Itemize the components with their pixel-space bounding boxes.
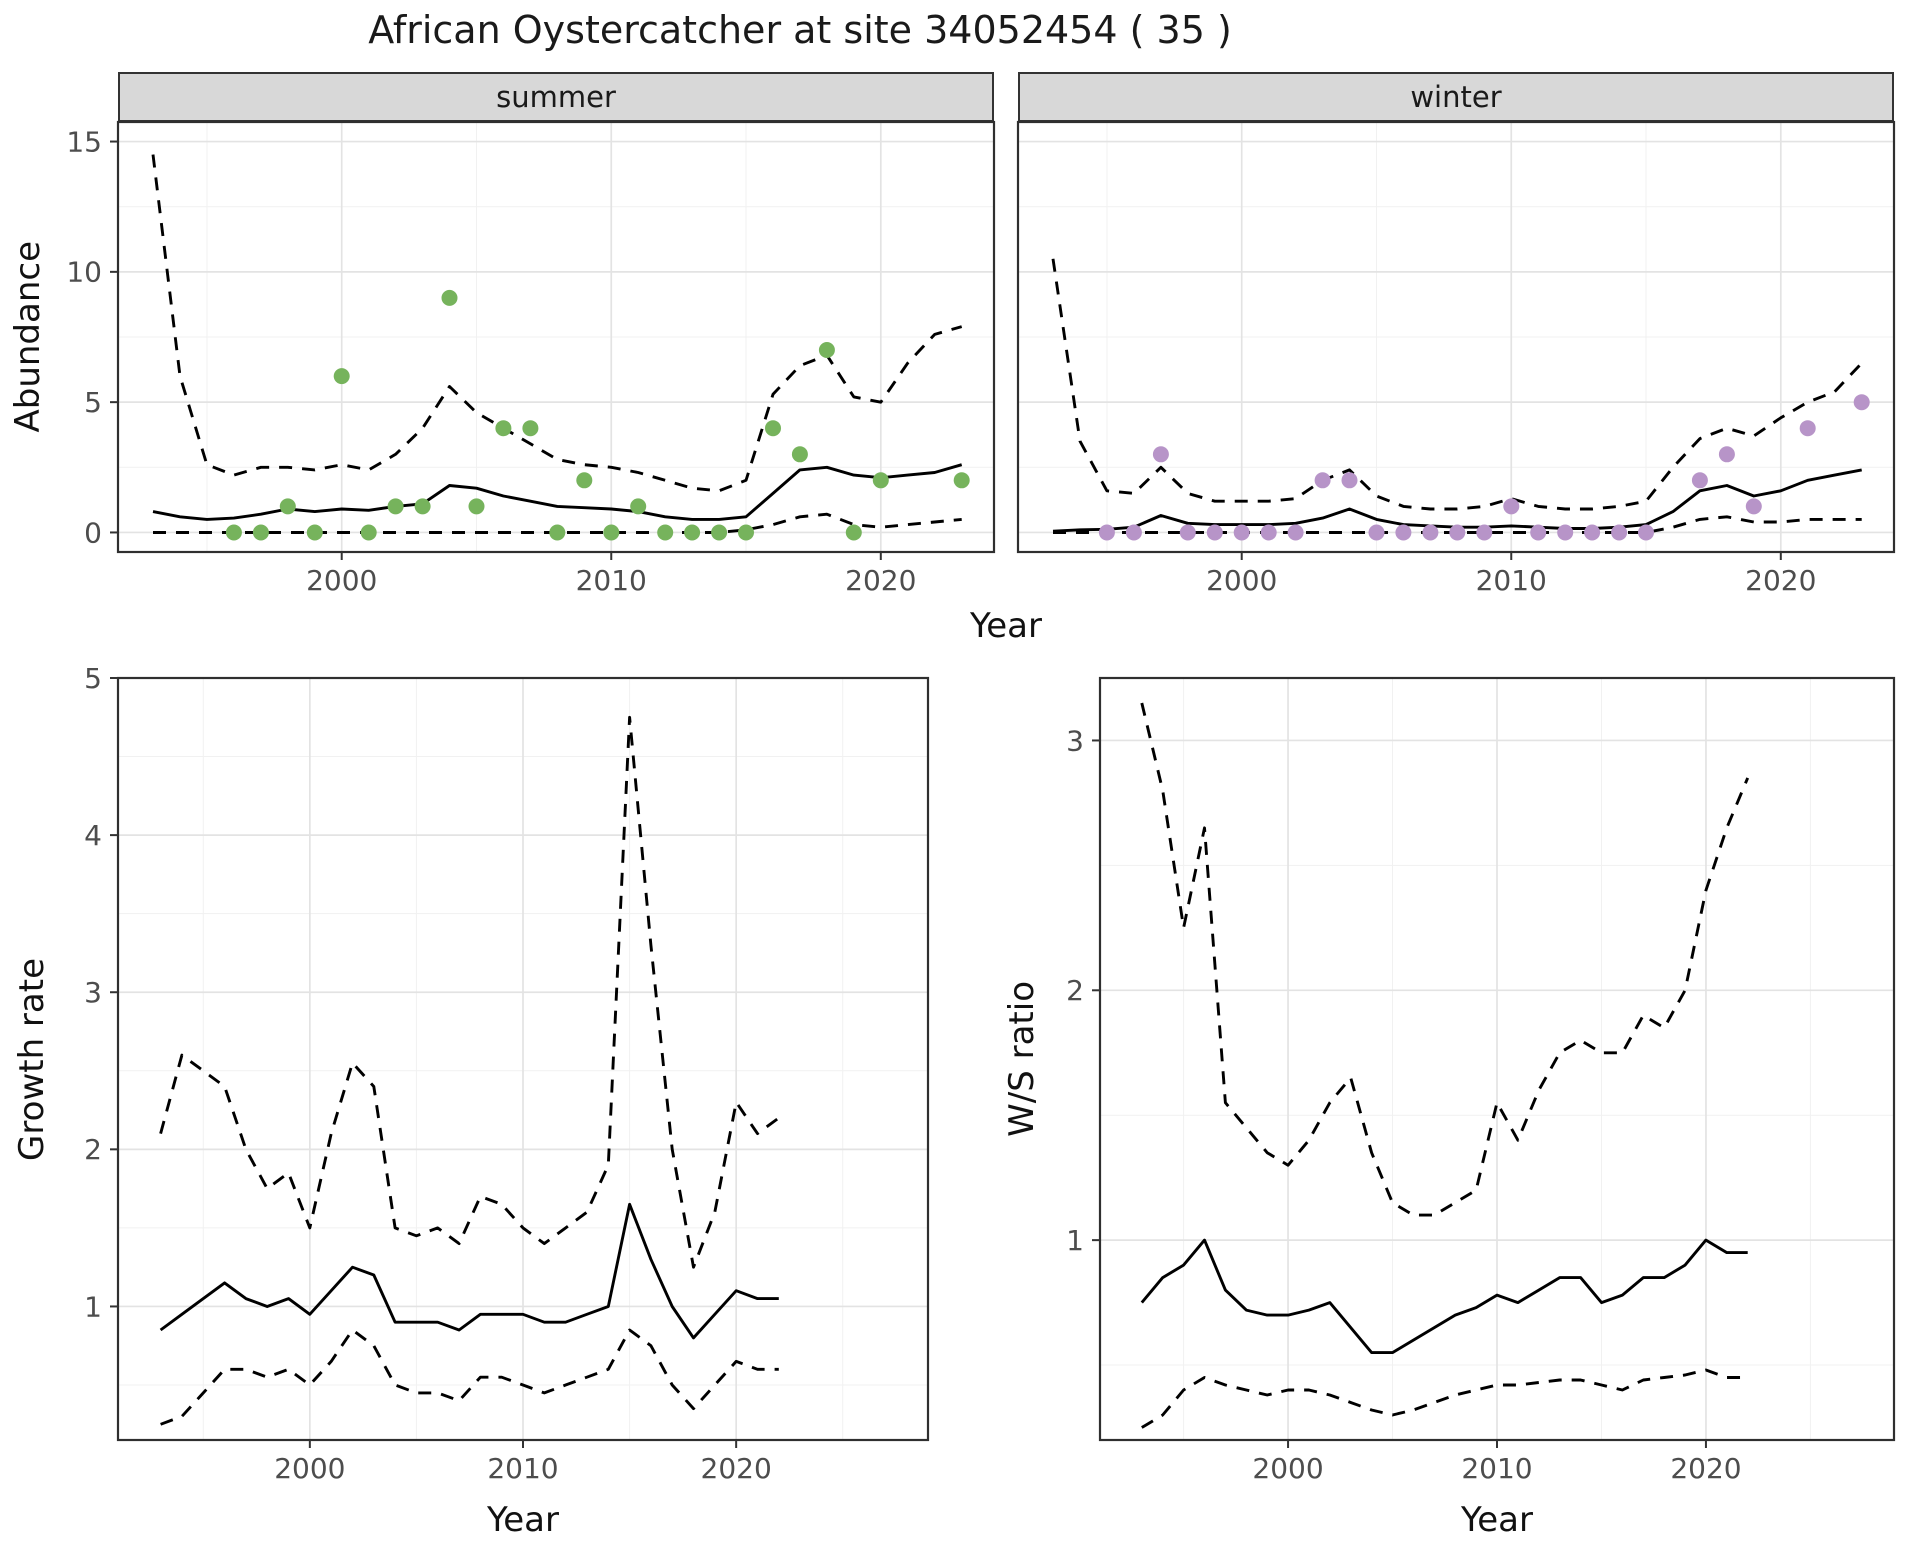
svg-text:2020: 2020 (1670, 1452, 1741, 1485)
facet-strip-summer: summer (118, 72, 994, 122)
ws-ratio-chart: 2000 2010 2020 1 2 3 (1066, 676, 1896, 1485)
svg-text:2010: 2010 (1461, 1452, 1532, 1485)
facet-strip-summer-label: summer (496, 80, 616, 114)
svg-text:0: 0 (84, 516, 102, 549)
abundance-y-axis-label: Abundance (8, 241, 48, 433)
svg-text:2010: 2010 (576, 564, 647, 597)
svg-text:2010: 2010 (1476, 564, 1547, 597)
svg-text:2020: 2020 (1745, 564, 1816, 597)
svg-text:5: 5 (84, 386, 102, 419)
abundance-summer-chart: 2000 2010 2020 0 5 10 15 (66, 120, 996, 597)
growth-rate-x-axis-label: Year (487, 1500, 559, 1540)
svg-text:2000: 2000 (1252, 1452, 1323, 1485)
svg-text:2010: 2010 (487, 1452, 558, 1485)
ws-ratio-x-axis-label: Year (1461, 1500, 1533, 1540)
facet-strip-winter: winter (1018, 72, 1894, 122)
svg-text:4: 4 (84, 819, 102, 852)
svg-text:15: 15 (66, 125, 102, 158)
svg-text:1: 1 (84, 1290, 102, 1323)
svg-text:2020: 2020 (845, 564, 916, 597)
top-x-axis-label: Year (970, 606, 1042, 646)
ws-ratio-y-axis-label: W/S ratio (1002, 981, 1042, 1137)
svg-text:5: 5 (84, 662, 102, 695)
growth-rate-chart: 2000 2010 2020 1 2 3 4 5 (84, 662, 930, 1485)
abundance-winter-chart: 2000 2010 2020 (1016, 120, 1896, 597)
svg-text:2000: 2000 (306, 564, 377, 597)
figure-title: African Oystercatcher at site 34052454 (… (368, 8, 1232, 52)
svg-text:2020: 2020 (701, 1452, 772, 1485)
svg-text:2: 2 (1066, 974, 1084, 1007)
svg-text:2000: 2000 (1206, 564, 1277, 597)
svg-text:10: 10 (66, 256, 102, 289)
facet-strip-winter-label: winter (1410, 80, 1502, 114)
svg-text:3: 3 (1066, 724, 1084, 757)
svg-text:1: 1 (1066, 1224, 1084, 1257)
svg-text:3: 3 (84, 976, 102, 1009)
svg-text:2000: 2000 (274, 1452, 345, 1485)
svg-text:2: 2 (84, 1133, 102, 1166)
growth-rate-y-axis-label: Growth rate (12, 957, 52, 1161)
